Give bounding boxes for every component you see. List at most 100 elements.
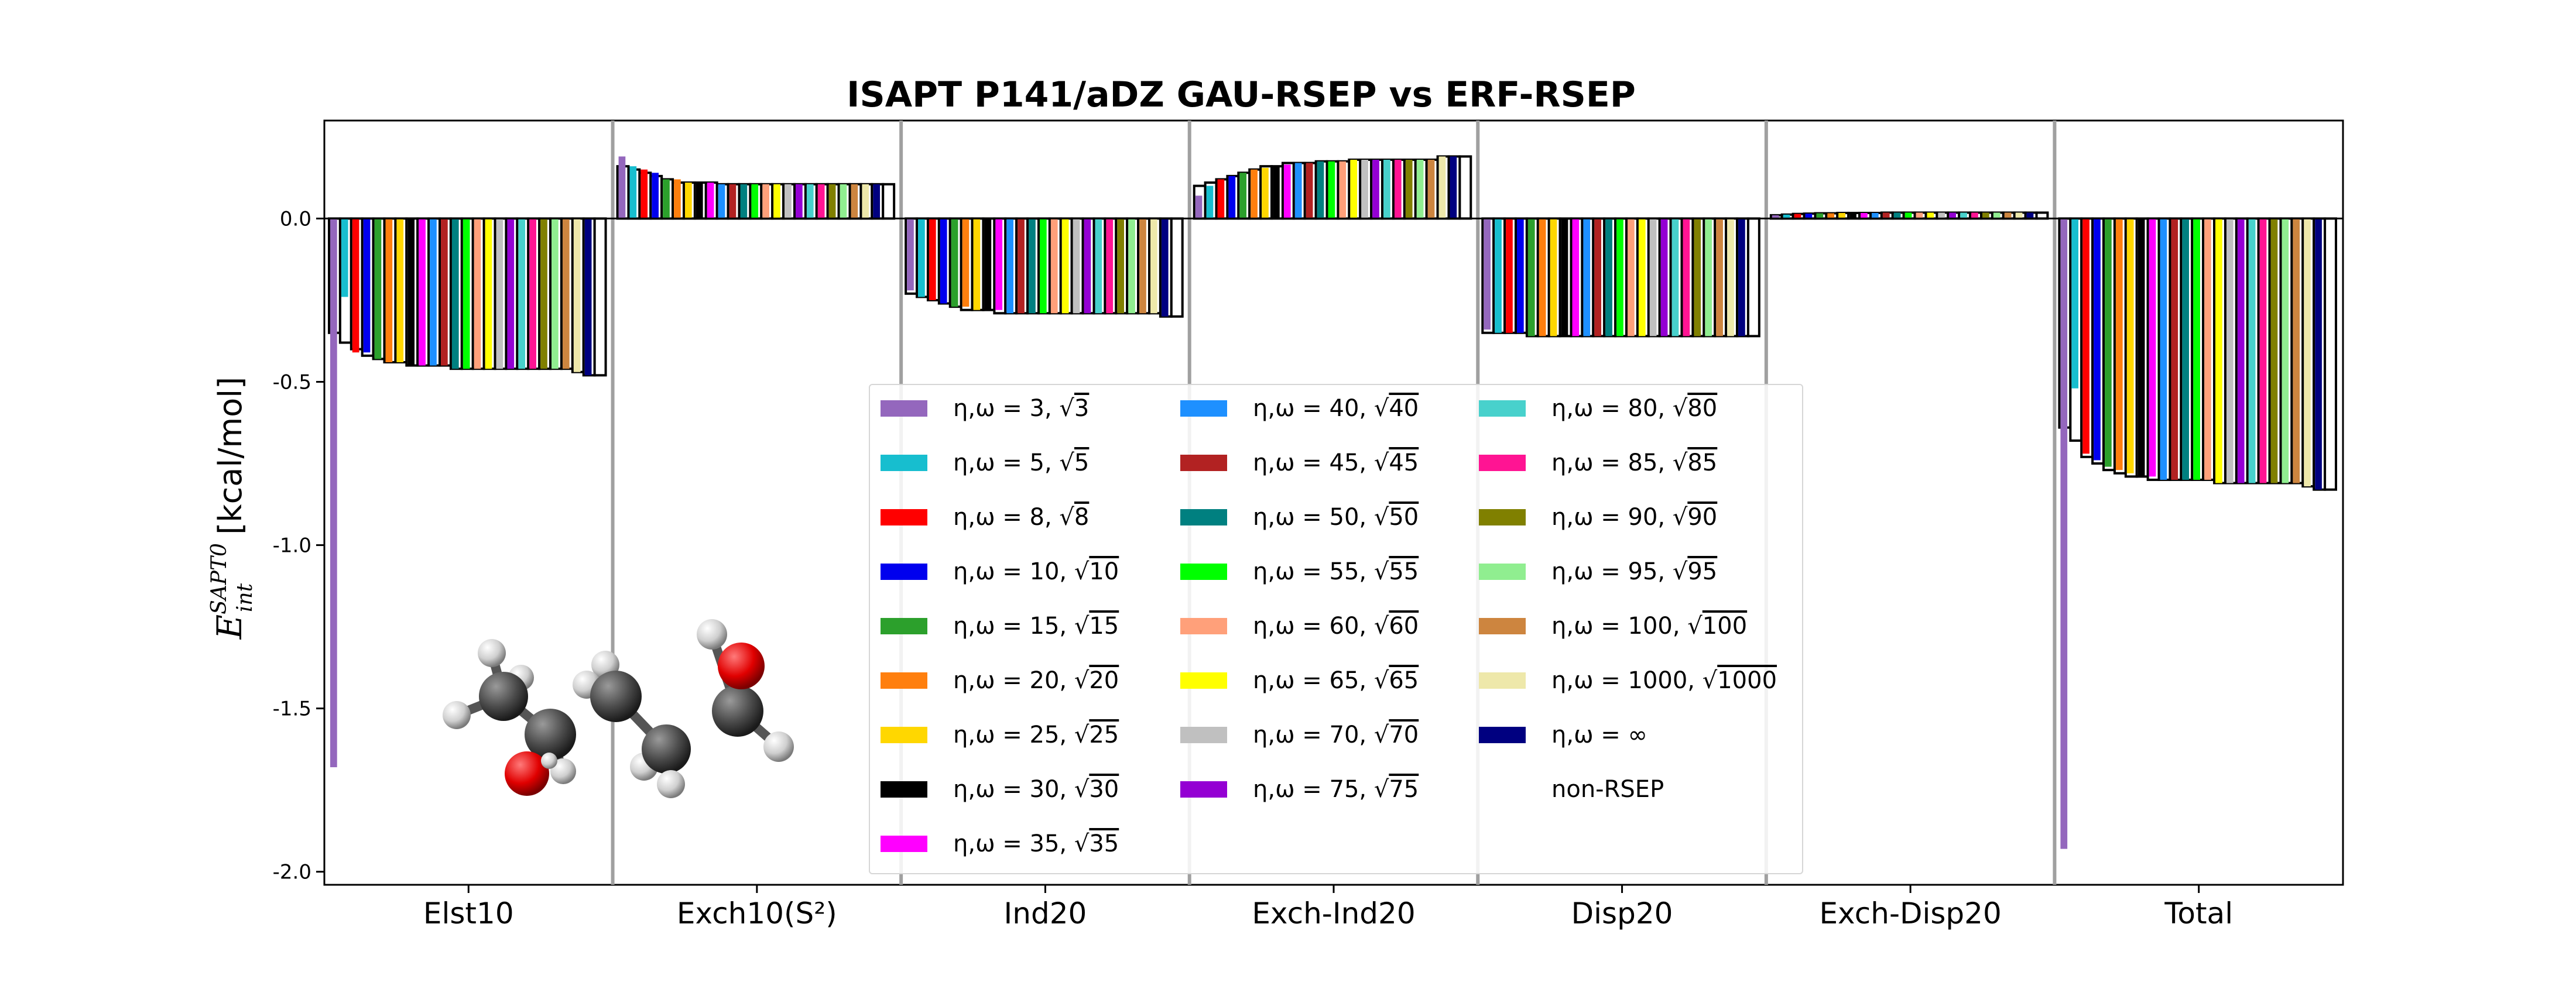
- bar-gau: [385, 218, 393, 363]
- bar-gau: [1095, 218, 1102, 314]
- x-tick-label: Exch-Ind20: [1252, 896, 1415, 930]
- bar-gau: [363, 218, 371, 353]
- legend-swatch: [1180, 400, 1227, 417]
- bar-gau: [1738, 218, 1745, 336]
- bar-gau: [1816, 213, 1824, 219]
- bar-gau: [419, 218, 426, 366]
- legend-item: η,ω = 20, √20: [881, 667, 1119, 694]
- bar-gau: [463, 218, 470, 369]
- legend-label: η,ω = 30, √30: [953, 776, 1119, 803]
- bar-gau: [1871, 212, 1879, 219]
- bar-gau: [806, 184, 814, 219]
- legend-swatch: [1479, 455, 1526, 471]
- bar-gau: [1638, 218, 1646, 336]
- bar-gau: [2071, 218, 2079, 389]
- bar-gau: [1927, 212, 1934, 219]
- bar-gau: [1073, 218, 1080, 314]
- bar-gau: [2160, 218, 2167, 480]
- bar-gau: [1971, 212, 1978, 219]
- bar-gau: [707, 183, 714, 219]
- legend-item: η,ω = 90, √90: [1479, 504, 1718, 531]
- bar-gau: [1361, 159, 1368, 219]
- bar-gau: [1283, 164, 1291, 219]
- bar-gau: [2259, 218, 2267, 483]
- bar-gau: [1849, 212, 1856, 219]
- bar-gau: [1916, 212, 1923, 219]
- bar-erf: [2324, 217, 2338, 491]
- legend-swatch: [1180, 727, 1227, 743]
- bar-gau: [2270, 218, 2278, 483]
- y-axis-label: ESAPT0int [kcal/mol]: [207, 377, 257, 640]
- legend-item: η,ω = 5, √5: [881, 449, 1089, 476]
- bar-gau: [540, 218, 547, 369]
- legend-swatch: [1180, 618, 1227, 634]
- bar-gau: [1904, 212, 1912, 219]
- legend-item: non-RSEP: [1479, 776, 1664, 803]
- legend-item: η,ω = 15, √15: [881, 613, 1119, 640]
- bar-gau: [441, 218, 448, 366]
- bar-gau: [1006, 218, 1013, 314]
- legend-label: η,ω = 10, √10: [953, 558, 1119, 585]
- bar-gau: [518, 218, 526, 369]
- bar-gau: [1982, 212, 1989, 219]
- legend-label: η,ω = 95, √95: [1551, 558, 1718, 585]
- bar-gau: [729, 184, 737, 219]
- bar-gau: [430, 218, 437, 366]
- bar-gau: [1960, 212, 1967, 219]
- bar-gau: [995, 218, 1003, 310]
- legend-item: η,ω = 70, √70: [1180, 722, 1419, 748]
- bar-gau: [1616, 218, 1623, 336]
- bar-gau: [1727, 218, 1734, 336]
- bar-gau: [2026, 212, 2034, 219]
- legend-label: η,ω = 20, √20: [953, 667, 1119, 694]
- bar-gau: [1893, 212, 1901, 219]
- legend-label: η,ω = 25, √25: [953, 722, 1119, 748]
- bar-gau: [1039, 218, 1047, 314]
- bar-gau: [1339, 161, 1347, 219]
- bar-gau: [1561, 218, 1568, 336]
- bar-gau: [1838, 212, 1845, 219]
- bar-gau: [2015, 212, 2023, 219]
- legend-label: η,ω = 65, √65: [1253, 667, 1419, 694]
- bar-gau: [1084, 218, 1091, 314]
- legend-swatch: [1180, 781, 1227, 798]
- legend-swatch: [1479, 564, 1526, 580]
- svg-text:ESAPT0int [kcal/mol]: ESAPT0int [kcal/mol]: [207, 377, 257, 640]
- legend-item: η,ω = 95, √95: [1479, 558, 1718, 585]
- x-tick-label: Total: [2164, 896, 2233, 930]
- bar-gau: [817, 184, 825, 219]
- legend-label: η,ω = 90, √90: [1551, 504, 1718, 531]
- bar-gau: [2171, 218, 2178, 480]
- y-tick-label: -1.5: [273, 698, 311, 721]
- chart-title: ISAPT P141/aDZ GAU-RSEP vs ERF-RSEP: [847, 74, 1636, 115]
- legend-swatch: [881, 781, 927, 798]
- legend-swatch: [881, 672, 927, 689]
- legend-swatch: [1479, 618, 1526, 634]
- bar-gau: [1583, 218, 1591, 336]
- y-tick-label: -0.5: [273, 370, 311, 394]
- legend-item: η,ω = 1000, √1000: [1479, 667, 1777, 694]
- legend-item: η,ω = 100, √100: [1479, 613, 1747, 640]
- bar-gau: [1328, 161, 1335, 219]
- legend-item: η,ω = 65, √65: [1180, 667, 1419, 694]
- bar-gau: [962, 218, 970, 307]
- bar-erf: [1746, 217, 1760, 338]
- y-tick-label: -1.0: [273, 534, 311, 558]
- legend-item: η,ω = 45, √45: [1180, 449, 1419, 476]
- bar-gau: [1539, 218, 1546, 336]
- bar-gau: [2204, 218, 2211, 480]
- bar-gau: [1772, 215, 1779, 219]
- legend-swatch: [1479, 781, 1526, 798]
- legend-swatch: [881, 400, 927, 417]
- bar-gau: [1306, 163, 1313, 219]
- legend-label: η,ω = 8, √8: [953, 504, 1090, 531]
- bar-gau: [2115, 218, 2123, 470]
- x-tick-label: Ind20: [1004, 896, 1087, 930]
- legend-label: η,ω = 75, √75: [1253, 776, 1419, 803]
- bar-gau: [507, 218, 515, 369]
- bar-gau: [1993, 212, 2000, 219]
- legend-item: η,ω = 8, √8: [881, 504, 1090, 531]
- bar-gau: [751, 184, 759, 219]
- bar-gau: [1405, 159, 1413, 219]
- legend-label: η,ω = 50, √50: [1253, 504, 1419, 531]
